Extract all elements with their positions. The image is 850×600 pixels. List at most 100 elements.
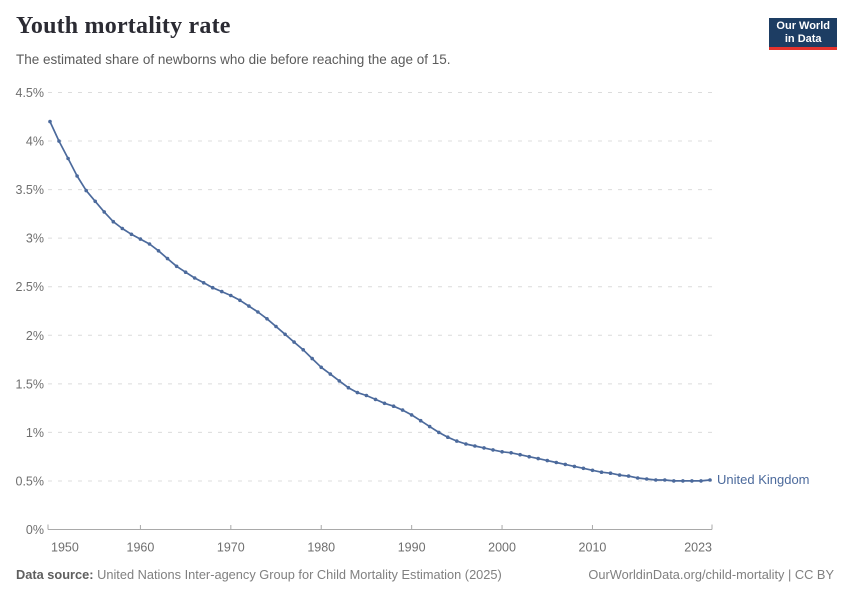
data-point[interactable]	[518, 452, 522, 457]
data-point[interactable]	[274, 324, 278, 329]
data-point[interactable]	[663, 478, 667, 482]
data-point[interactable]	[238, 298, 242, 303]
x-axis-label: 1960	[127, 541, 155, 555]
data-point[interactable]	[66, 156, 70, 161]
x-axis-label: 1980	[307, 541, 335, 555]
data-point[interactable]	[590, 468, 595, 473]
data-point[interactable]	[581, 466, 586, 471]
data-point[interactable]	[57, 139, 61, 143]
data-point[interactable]	[437, 430, 441, 435]
x-axis-label: 2010	[579, 541, 607, 555]
y-axis-label: 3%	[26, 232, 44, 246]
data-point[interactable]	[102, 210, 106, 214]
data-point[interactable]	[247, 304, 251, 308]
data-point[interactable]	[690, 479, 694, 483]
series-label[interactable]: United Kingdom	[717, 472, 810, 487]
data-point[interactable]	[373, 397, 378, 402]
data-point[interactable]	[337, 379, 342, 383]
data-point[interactable]	[482, 446, 486, 450]
data-point[interactable]	[427, 424, 432, 429]
data-point[interactable]	[455, 439, 459, 443]
data-point[interactable]	[355, 390, 360, 395]
data-point[interactable]	[545, 458, 550, 463]
data-point[interactable]	[654, 478, 658, 482]
data-point[interactable]	[536, 456, 540, 461]
data-point[interactable]	[418, 418, 423, 423]
data-point[interactable]	[509, 451, 513, 455]
data-point[interactable]	[210, 285, 215, 290]
data-point[interactable]	[391, 404, 396, 409]
data-point[interactable]	[699, 479, 703, 483]
data-point[interactable]	[147, 242, 152, 246]
data-point[interactable]	[111, 219, 116, 224]
owid-citation-link[interactable]: OurWorldinData.org/child-mortality | CC …	[588, 567, 834, 582]
data-point[interactable]	[626, 474, 631, 478]
data-point[interactable]	[192, 276, 197, 280]
data-point[interactable]	[229, 293, 233, 298]
chart-subtitle: The estimated share of newborns who die …	[16, 52, 451, 67]
x-axis-label: 1970	[217, 541, 245, 555]
data-point[interactable]	[446, 435, 450, 440]
data-point[interactable]	[328, 372, 333, 376]
data-point[interactable]	[156, 249, 161, 253]
data-point[interactable]	[292, 340, 296, 344]
series-line[interactable]	[49, 121, 711, 482]
data-point[interactable]	[283, 332, 287, 337]
x-axis-label: 1990	[398, 541, 426, 555]
data-point[interactable]	[48, 119, 52, 124]
x-axis-label: 2023	[684, 541, 712, 555]
x-axis-label: 2000	[488, 541, 516, 555]
data-point[interactable]	[500, 450, 504, 454]
data-point[interactable]	[319, 365, 324, 370]
owid-logo[interactable]: Our World in Data	[769, 18, 837, 50]
data-point[interactable]	[138, 237, 143, 241]
y-axis-label: 0.5%	[16, 474, 45, 488]
data-point[interactable]	[346, 385, 351, 390]
data-point[interactable]	[382, 401, 387, 406]
data-point[interactable]	[220, 289, 224, 294]
data-point[interactable]	[708, 478, 712, 482]
data-point[interactable]	[183, 270, 188, 275]
data-point[interactable]	[256, 310, 260, 314]
data-point[interactable]	[617, 473, 622, 477]
y-axis-label: 1%	[26, 426, 44, 440]
data-point[interactable]	[599, 470, 604, 475]
data-point[interactable]	[201, 281, 206, 285]
data-source-note: Data source: United Nations Inter-agency…	[16, 567, 502, 582]
data-point[interactable]	[165, 256, 170, 261]
data-point[interactable]	[364, 393, 369, 398]
data-point[interactable]	[120, 226, 125, 231]
y-axis-label: 0%	[26, 523, 44, 537]
data-series[interactable]	[48, 119, 712, 483]
data-point[interactable]	[84, 188, 88, 193]
data-point[interactable]	[129, 232, 134, 237]
data-point[interactable]	[301, 348, 306, 352]
data-point[interactable]	[473, 444, 477, 448]
x-axis-label: 1950	[51, 541, 79, 555]
data-point[interactable]	[310, 356, 315, 361]
data-point[interactable]	[563, 462, 568, 467]
y-axis-label: 2.5%	[16, 280, 45, 294]
data-point[interactable]	[672, 479, 676, 483]
data-point[interactable]	[409, 413, 414, 417]
data-point[interactable]	[572, 464, 577, 469]
data-point[interactable]	[174, 264, 179, 269]
data-point[interactable]	[93, 199, 97, 204]
data-point[interactable]	[464, 442, 468, 446]
owid-logo-line1: Our World	[776, 20, 830, 32]
data-point[interactable]	[491, 448, 495, 452]
data-point[interactable]	[265, 317, 269, 321]
data-point[interactable]	[75, 174, 79, 178]
page-title: Youth mortality rate	[16, 13, 231, 39]
data-point[interactable]	[644, 477, 649, 481]
x-axis: 1950 1960 1970 1980 1990 2000 2010 2023	[47, 524, 713, 555]
data-point[interactable]	[681, 479, 685, 483]
data-point[interactable]	[527, 454, 531, 459]
y-axis-label: 1.5%	[16, 377, 45, 391]
data-point[interactable]	[635, 476, 640, 480]
data-point[interactable]	[554, 460, 559, 465]
data-point[interactable]	[400, 408, 405, 412]
data-point[interactable]	[608, 471, 613, 476]
